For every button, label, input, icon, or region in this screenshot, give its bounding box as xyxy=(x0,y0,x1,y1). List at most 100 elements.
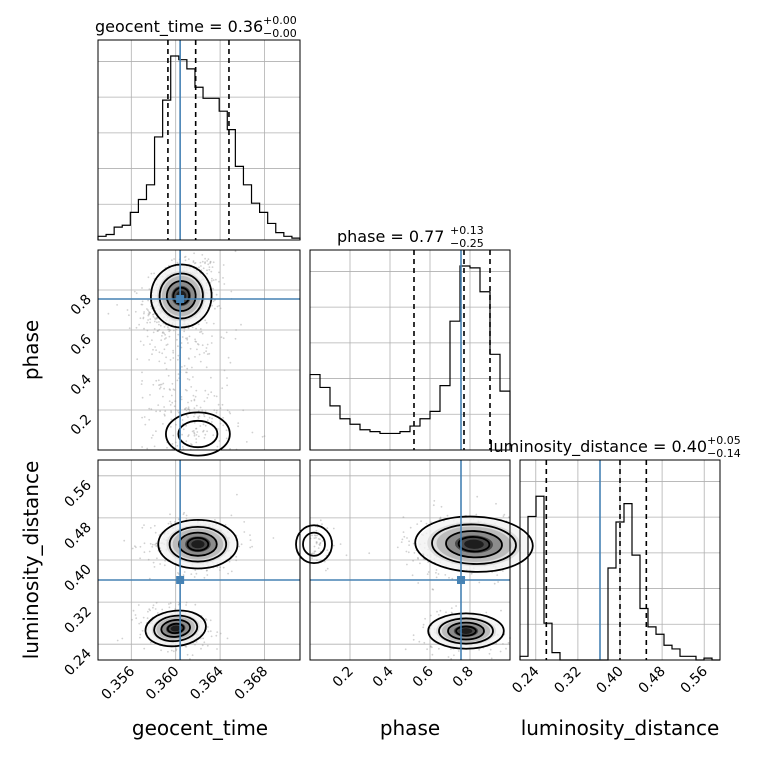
sample-point xyxy=(212,279,215,281)
sample-point xyxy=(447,656,450,658)
sample-point xyxy=(314,534,317,537)
sample-point xyxy=(209,262,212,265)
sample-point xyxy=(210,376,212,379)
sample-point xyxy=(170,394,173,397)
sample-point xyxy=(332,527,335,530)
sample-point xyxy=(163,332,166,335)
sample-point xyxy=(345,554,348,557)
sample-point xyxy=(172,434,175,437)
sample-point xyxy=(206,272,209,275)
sample-point xyxy=(176,379,179,382)
sample-point xyxy=(203,400,206,403)
sample-point xyxy=(158,351,161,354)
contour-level-2 xyxy=(431,523,517,565)
panel-frame-0-0 xyxy=(97,39,301,241)
sample-point xyxy=(190,573,193,575)
sample-point xyxy=(170,411,173,414)
sample-point xyxy=(184,408,186,411)
sample-point xyxy=(152,604,155,607)
sample-point xyxy=(164,362,166,365)
sample-point xyxy=(413,552,416,554)
contour-layer xyxy=(144,263,534,650)
title-phase-sub: −0.25 xyxy=(450,237,484,250)
sample-point xyxy=(215,278,217,281)
title-phase-sup: +0.13 xyxy=(450,224,484,237)
sample-point xyxy=(427,571,430,573)
sample-point xyxy=(163,414,166,417)
sample-point xyxy=(211,335,213,337)
sample-point xyxy=(164,410,167,412)
sample-point xyxy=(204,261,207,263)
sample-point xyxy=(204,410,207,413)
sample-point xyxy=(431,588,434,591)
sample-point xyxy=(196,343,199,345)
sample-point xyxy=(196,348,198,351)
sample-point xyxy=(194,262,197,264)
sample-point xyxy=(167,328,170,331)
contour-level-1 xyxy=(447,621,485,641)
sample-point xyxy=(319,542,322,544)
sample-point xyxy=(313,534,316,537)
sample-point xyxy=(230,290,233,293)
sample-point xyxy=(502,515,505,518)
sample-point xyxy=(155,542,158,545)
sample-point xyxy=(184,645,187,648)
title-phase: phase = 0.77 xyxy=(337,227,444,246)
sample-point xyxy=(313,545,316,548)
sample-point xyxy=(457,650,460,652)
sample-point xyxy=(177,603,180,606)
sample-point xyxy=(170,426,172,428)
sample-point xyxy=(236,493,238,496)
sample-point xyxy=(159,383,162,386)
sample-point xyxy=(152,313,155,316)
sample-point xyxy=(191,326,194,329)
sample-point xyxy=(317,538,320,540)
sample-point xyxy=(203,415,206,418)
sample-point xyxy=(196,431,199,433)
sample-point xyxy=(437,573,440,575)
sample-point xyxy=(192,260,195,262)
sample-point xyxy=(263,435,266,437)
sample-point xyxy=(209,630,212,633)
sample-point xyxy=(187,406,190,409)
sample-point xyxy=(318,543,321,546)
sample-point xyxy=(193,576,196,578)
sample-point xyxy=(181,366,183,368)
sample-point xyxy=(249,546,252,549)
sample-point xyxy=(444,574,447,576)
ytick-label-phase: 0.2 xyxy=(68,412,95,439)
sample-point xyxy=(205,350,208,353)
xtick-label-geocent-time: 0.364 xyxy=(187,663,227,703)
ylabel-luminosity-distance: luminosity_distance xyxy=(19,461,43,660)
sample-point xyxy=(204,262,206,265)
sample-point xyxy=(184,408,187,411)
sample-point xyxy=(180,342,183,344)
sample-point xyxy=(176,261,179,264)
sample-point xyxy=(165,368,168,370)
sample-point xyxy=(226,384,229,387)
sample-point xyxy=(186,378,189,380)
sample-point xyxy=(206,397,209,399)
sample-point xyxy=(215,409,218,412)
sample-point xyxy=(147,610,149,613)
sample-point xyxy=(148,577,151,580)
sample-point xyxy=(175,328,178,331)
sample-point xyxy=(403,535,406,538)
sample-point xyxy=(209,619,212,622)
sample-point xyxy=(222,416,225,419)
sample-point xyxy=(169,389,172,391)
sample-point xyxy=(154,531,157,534)
sample-point xyxy=(201,254,204,256)
sample-point xyxy=(199,360,202,363)
sample-point xyxy=(207,263,210,266)
sample-point xyxy=(135,617,138,620)
sample-point xyxy=(432,504,435,507)
sample-point xyxy=(488,652,491,655)
sample-point xyxy=(158,360,161,363)
sample-point xyxy=(147,314,150,317)
xlabel-geocent-time: geocent_time xyxy=(132,716,268,740)
sample-point xyxy=(199,425,202,427)
sample-point xyxy=(167,522,170,525)
sample-point xyxy=(140,303,143,306)
sample-point xyxy=(153,566,156,568)
